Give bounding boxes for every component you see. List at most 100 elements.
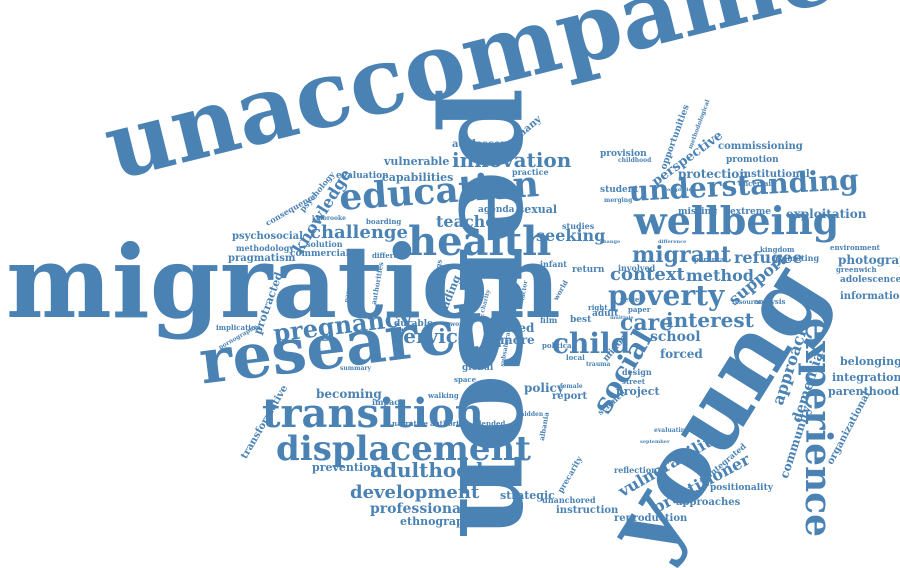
word-completion: completion — [664, 187, 696, 193]
word-need: need — [502, 321, 535, 335]
word-implication: implication — [216, 323, 261, 332]
word-provision: provision — [600, 149, 647, 159]
word-political: political — [542, 341, 575, 350]
word-exploitation: exploitation — [786, 207, 867, 221]
word-space: space — [454, 375, 477, 384]
word-analysis: analysis — [754, 297, 786, 306]
word-trauma: trauma — [586, 361, 611, 368]
word-higher: higher — [470, 265, 493, 272]
word-paper: paper — [628, 305, 651, 314]
word-global: global — [462, 363, 494, 373]
word-study: study — [466, 313, 485, 320]
word-health: health — [408, 218, 552, 265]
word-refugee: refugee — [734, 248, 803, 267]
word-interest: interest — [666, 308, 754, 332]
word-adolescent: adolescent — [452, 139, 513, 150]
word-summary: summary — [340, 365, 371, 372]
word-information: information — [840, 291, 900, 302]
word-parenthood: parenthood — [828, 385, 900, 398]
word-commissioning: commissioning — [718, 141, 803, 152]
word-policy: policy — [524, 381, 564, 395]
word-design: design — [622, 367, 652, 377]
word-narrative: narrative — [392, 419, 428, 428]
word-innovation: innovation — [452, 148, 572, 172]
word-vulnerable: vulnerable — [384, 155, 450, 168]
word-integration: integration — [832, 371, 900, 384]
word-future: future — [466, 387, 509, 401]
word-protection: protection — [678, 167, 749, 181]
word-wellbeing: wellbeing — [634, 198, 840, 243]
word-case: case — [511, 258, 523, 278]
word-impact: impact — [372, 397, 403, 407]
word-strategic: strategic — [500, 489, 555, 502]
word-difference: difference — [658, 239, 687, 245]
word-unanchored: unanchored — [542, 495, 596, 505]
word-resource: resource — [732, 299, 762, 306]
word-return: return — [572, 265, 605, 275]
word-hidden: hidden — [520, 411, 544, 418]
word-context: context — [610, 264, 685, 285]
word-parental: parental — [694, 255, 728, 264]
word-migrant: migrant — [632, 242, 732, 268]
word-september: september — [640, 439, 670, 445]
word-review: review — [620, 295, 646, 304]
word-different: different — [372, 251, 407, 260]
word-commercial: commercial — [290, 249, 350, 259]
word-photography: photography — [838, 253, 900, 267]
word-institutional: institutional — [740, 169, 810, 180]
word-female: female — [560, 383, 583, 390]
word-durable: durable — [394, 319, 433, 329]
word-street: street — [622, 377, 646, 386]
word-seeking: seeking — [536, 226, 606, 245]
word-sexual: sexual — [518, 203, 558, 216]
word-extreme: extreme — [730, 207, 771, 217]
word-ethnographic: ethnographic — [400, 515, 483, 528]
word-agenda: agenda — [478, 205, 515, 215]
word-authority: authority — [430, 419, 467, 428]
word-method: method — [686, 266, 754, 285]
word-best: best — [570, 315, 592, 325]
word-student: student — [600, 185, 639, 195]
word-kingdom: kingdom — [760, 245, 795, 254]
word-walking: walking — [428, 391, 459, 400]
word-professional: professional — [370, 501, 467, 517]
word-displacement: displacement — [276, 429, 531, 469]
word-poverty: poverty — [608, 279, 725, 312]
word-film: film — [540, 315, 558, 325]
word-transition: transition — [262, 390, 484, 437]
word-methodology: methodology — [236, 243, 294, 253]
word-evaluation: evaluation — [336, 171, 389, 181]
word-service: service — [392, 324, 471, 348]
word-promotion: promotion — [726, 155, 779, 165]
word-reflection: reflection — [614, 465, 657, 475]
word-solution: solution — [306, 239, 343, 249]
word-capabilities: capabilities — [382, 171, 454, 184]
word-becoming: becoming — [316, 387, 382, 401]
word-change: change — [600, 239, 621, 245]
word-childhood: childhood — [618, 157, 652, 164]
word-boarding: boarding — [366, 217, 402, 226]
word-psychosocial: psychosocial — [232, 231, 303, 242]
word-instruction: instruction — [556, 505, 619, 516]
word-missing: missing — [678, 207, 718, 217]
word-involved: involved — [618, 263, 656, 273]
word-evaluating: evaluating — [654, 427, 690, 434]
word-challenge: challenge — [310, 222, 408, 243]
word-kidbrooke: kidbrooke — [312, 215, 346, 222]
word-uncertain: uncertain — [738, 179, 777, 188]
word-migration: migration — [6, 223, 561, 341]
word-development: development — [350, 482, 480, 503]
word-multiple: multiple — [610, 315, 634, 321]
word-practice: practice — [512, 167, 549, 177]
word-belonging: belonging — [840, 355, 900, 368]
word-environment: environment — [830, 243, 880, 252]
word-school: school — [650, 329, 701, 345]
word-greenwich: greenwich — [836, 265, 877, 274]
word-promoting: promoting — [772, 253, 820, 263]
word-infant: infant — [540, 259, 567, 269]
word-approaches: approaches — [676, 497, 741, 508]
word-prevention: prevention — [312, 461, 379, 474]
word-more: more — [500, 333, 535, 347]
word-work: work — [450, 321, 467, 328]
